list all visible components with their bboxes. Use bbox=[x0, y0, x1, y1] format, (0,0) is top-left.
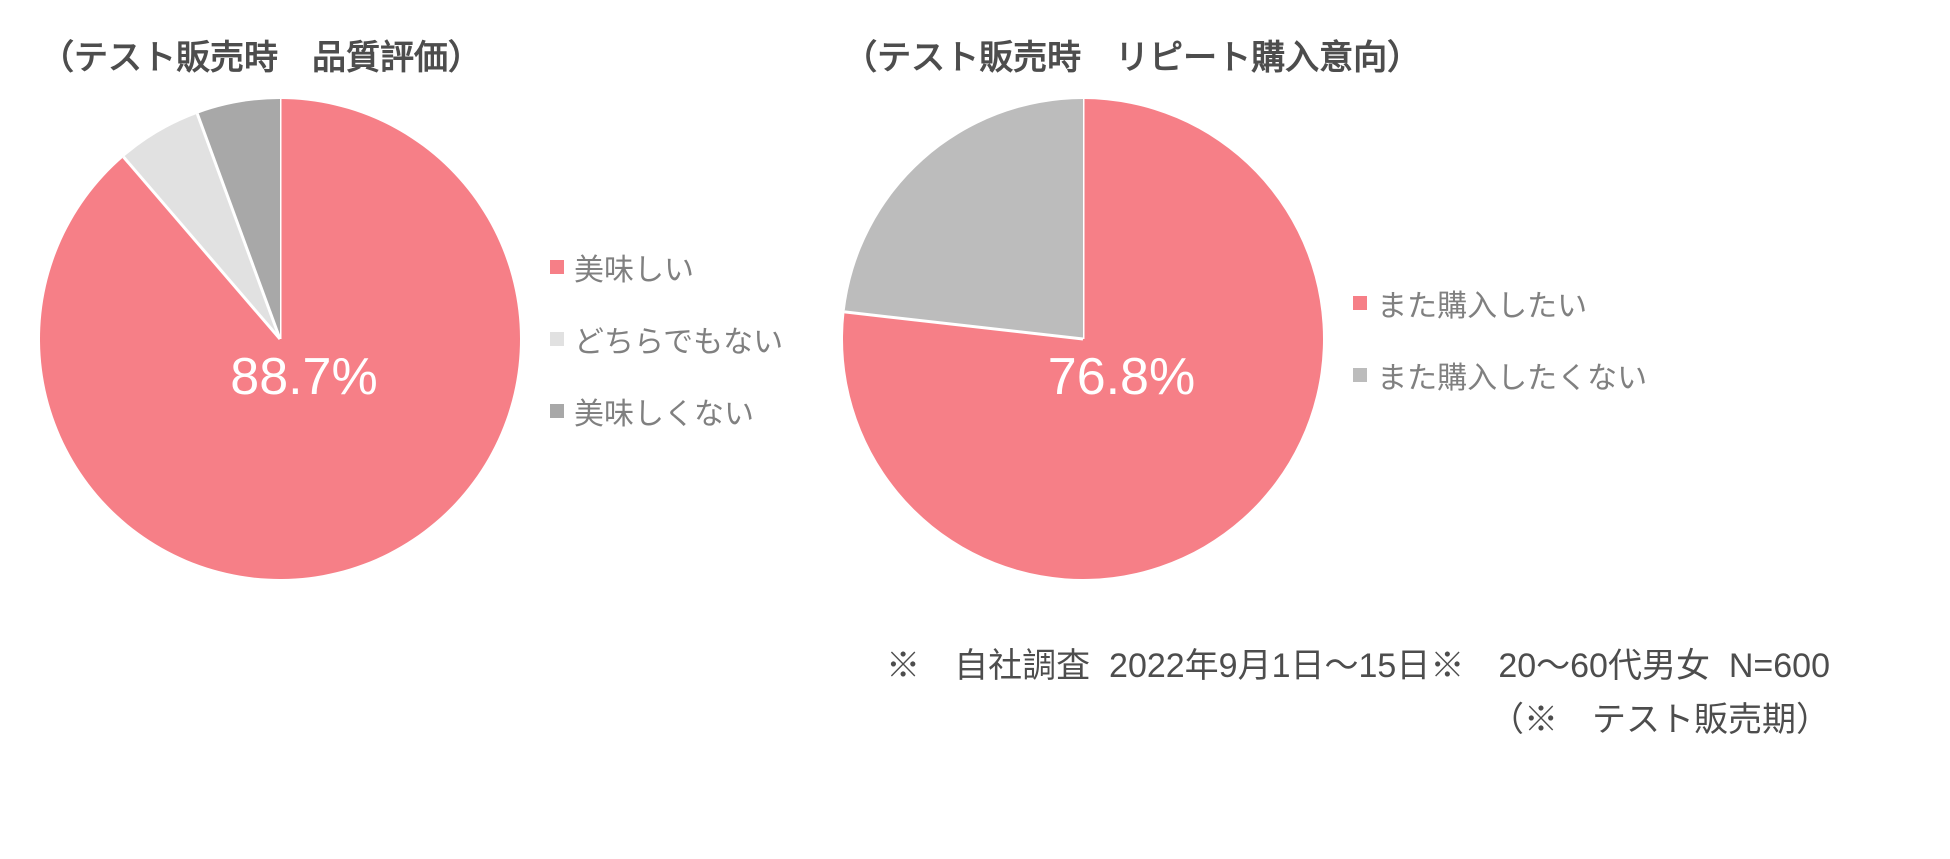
repeat-pct-label: 76.8% bbox=[1048, 347, 1195, 407]
quality-chart-block: （テスト販売時 品質評価） 88.7% 美味しいどちらでもない美味しくない bbox=[40, 30, 783, 579]
footnote-line-1: ※ 自社調査 2022年9月1日～15日※ 20～60代男女 N=600 bbox=[40, 639, 1830, 693]
legend-item: また購入したい bbox=[1353, 281, 1647, 325]
legend-swatch bbox=[1353, 296, 1367, 310]
legend-swatch bbox=[550, 404, 564, 418]
legend-label: 美味しい bbox=[574, 245, 694, 289]
legend-item: また購入したくない bbox=[1353, 353, 1647, 397]
legend-item: どちらでもない bbox=[550, 317, 783, 361]
quality-chart-body: 88.7% 美味しいどちらでもない美味しくない bbox=[40, 99, 783, 579]
footnotes: ※ 自社調査 2022年9月1日～15日※ 20～60代男女 N=600 （※ … bbox=[40, 639, 1910, 748]
legend-swatch bbox=[550, 332, 564, 346]
legend-swatch bbox=[550, 260, 564, 274]
footnote-line-2: （※ テスト販売期） bbox=[40, 693, 1830, 747]
quality-pie: 88.7% bbox=[40, 99, 520, 579]
quality-legend: 美味しいどちらでもない美味しくない bbox=[550, 245, 783, 433]
repeat-legend: また購入したいまた購入したくない bbox=[1353, 281, 1647, 397]
charts-row: （テスト販売時 品質評価） 88.7% 美味しいどちらでもない美味しくない （テ… bbox=[40, 30, 1910, 579]
quality-pct-label: 88.7% bbox=[230, 347, 377, 407]
legend-label: どちらでもない bbox=[574, 317, 783, 361]
legend-swatch bbox=[1353, 368, 1367, 382]
repeat-chart-title: （テスト販売時 リピート購入意向） bbox=[843, 30, 1647, 79]
legend-item: 美味しくない bbox=[550, 389, 783, 433]
repeat-chart-block: （テスト販売時 リピート購入意向） 76.8% また購入したいまた購入したくない bbox=[843, 30, 1647, 579]
legend-label: 美味しくない bbox=[574, 389, 754, 433]
legend-label: また購入したくない bbox=[1377, 353, 1647, 397]
legend-label: また購入したい bbox=[1377, 281, 1587, 325]
pie-slice bbox=[845, 99, 1083, 339]
legend-item: 美味しい bbox=[550, 245, 783, 289]
repeat-chart-body: 76.8% また購入したいまた購入したくない bbox=[843, 99, 1647, 579]
repeat-pie: 76.8% bbox=[843, 99, 1323, 579]
quality-chart-title: （テスト販売時 品質評価） bbox=[40, 30, 783, 79]
